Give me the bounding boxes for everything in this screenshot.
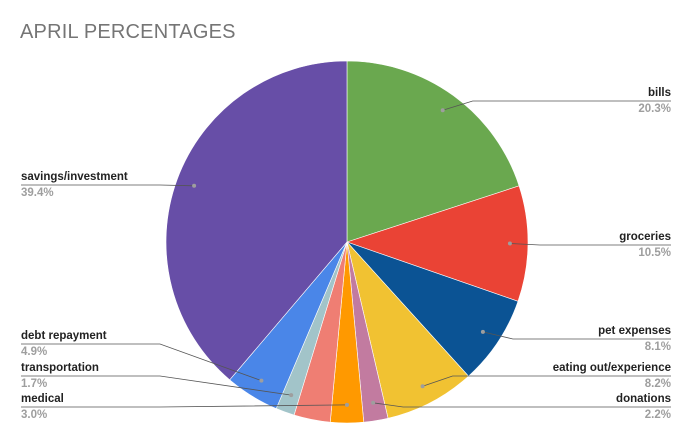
slice-value-savings-investment: 39.4% <box>21 187 54 199</box>
pie-slice-groceries <box>346 185 529 302</box>
pie-slice-eating-out-experience <box>346 240 469 419</box>
slice-value-medical: 3.0% <box>21 409 47 421</box>
slice-label-eating-out-experience: eating out/experience <box>553 362 671 374</box>
leader-line-medical <box>21 404 348 408</box>
leader-line-savings-investment <box>21 184 195 187</box>
slice-value-eating-out-experience: 8.2% <box>645 378 671 390</box>
slice-value-transportation: 1.7% <box>21 378 47 390</box>
slice-value-groceries: 10.5% <box>638 247 671 259</box>
leader-dot-savings-investment <box>192 183 197 188</box>
leader-line-pet-expenses <box>482 331 671 340</box>
leader-line-groceries <box>509 243 671 246</box>
leader-dot-pet-expenses <box>480 329 485 334</box>
leader-dot-groceries <box>507 241 512 246</box>
leader-line-eating-out-experience <box>422 375 671 387</box>
slice-label-savings-investment: savings/investment <box>21 171 128 183</box>
pie-slices <box>165 60 529 424</box>
leader-dot-debt-repayment <box>259 378 264 383</box>
slice-value-pet-expenses: 8.1% <box>645 341 671 353</box>
leader-line-bills <box>442 100 671 111</box>
leader-dot-bills <box>440 108 445 113</box>
slice-value-debt-repayment: 4.9% <box>21 346 47 358</box>
pie-labels: bills 20.3% groceries 10.5% pet expenses 8.1%… <box>21 87 671 421</box>
leader-dot-medical <box>345 402 349 407</box>
slice-value-bills: 20.3% <box>638 103 671 115</box>
leader-line-transportation <box>21 375 292 396</box>
slice-label-transportation: transportation <box>21 362 99 374</box>
slice-label-bills: bills <box>648 87 671 99</box>
leader-dot-transportation <box>289 393 294 398</box>
leader-line-debt-repayment <box>21 343 262 381</box>
pie-slice-bills <box>346 60 520 243</box>
slice-label-debt-repayment: debt repayment <box>21 330 107 342</box>
slice-label-medical: medical <box>21 393 64 405</box>
leader-dot-donations <box>371 400 376 405</box>
pie-slice-pet-expenses <box>346 241 519 377</box>
slice-label-pet-expenses: pet expenses <box>598 325 671 337</box>
leader-dot-eating-out-experience <box>420 384 425 389</box>
leader-line-donations <box>373 402 671 408</box>
slice-label-groceries: groceries <box>619 231 671 243</box>
slice-value-donations: 2.2% <box>645 409 671 421</box>
pie-slice-savings-investment <box>165 60 348 381</box>
chart-title: APRIL PERCENTAGES <box>20 21 236 43</box>
slice-label-donations: donations <box>616 393 671 405</box>
